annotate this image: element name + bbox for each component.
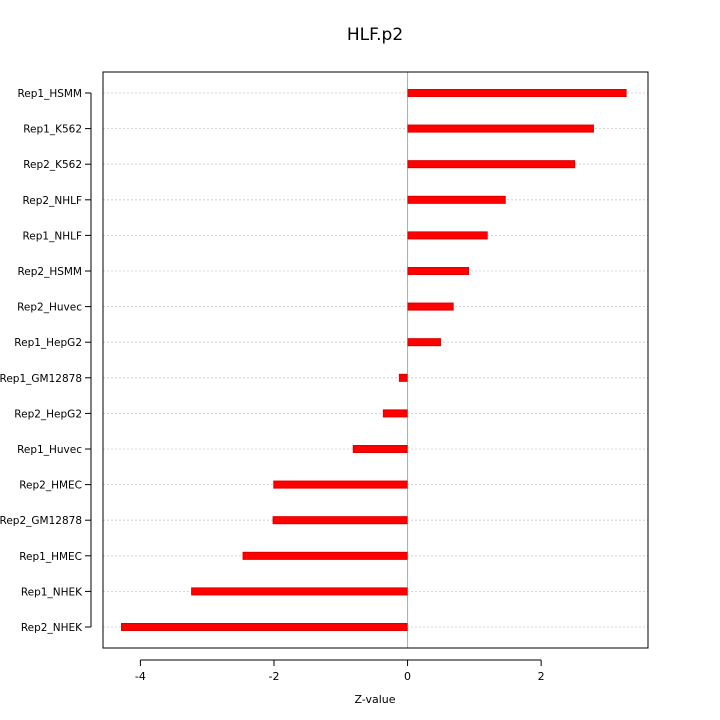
- y-tick-label: Rep1_NHLF: [22, 230, 82, 242]
- bar-Rep2_Huvec: [407, 302, 454, 311]
- bar-Rep1_Huvec: [352, 445, 408, 453]
- bar-Rep2_GM12878: [272, 516, 408, 525]
- grid-lines: [103, 92, 648, 628]
- bar-Rep2_HepG2: [382, 409, 408, 418]
- y-tick-label: Rep1_GM12878: [0, 373, 82, 385]
- bar-outline: [407, 267, 469, 275]
- y-axis: Rep1_HSMM Rep1_K562 Rep2_K562 Rep2_NHLF Rep1…: [0, 88, 92, 634]
- bar-Rep2_HMEC: [273, 480, 408, 489]
- y-tick-label: Rep1_HSMM: [17, 88, 82, 100]
- bar-Rep1_HMEC: [242, 551, 408, 560]
- bar-outline: [407, 338, 441, 347]
- bar-Rep2_HSMM: [407, 267, 470, 275]
- bar-outline: [407, 231, 488, 240]
- y-tick-label: Rep2_NHEK: [21, 622, 83, 634]
- plot-frame: [102, 71, 649, 649]
- bar-outline: [242, 551, 408, 560]
- chart-title: HLF.p2: [347, 25, 403, 45]
- bar-outline: [407, 124, 594, 133]
- bar-outline: [121, 623, 408, 631]
- x-axis-label: Z-value: [354, 693, 395, 706]
- y-tick-label: Rep2_HepG2: [14, 408, 82, 420]
- bar-outline: [273, 480, 408, 489]
- x-tick-label: 2: [538, 670, 545, 683]
- bars: [121, 89, 627, 631]
- bar-Rep1_HSMM: [407, 89, 627, 97]
- x-tick-label: -4: [135, 670, 146, 683]
- bar-outline: [272, 516, 408, 525]
- bar-Rep1_K562: [407, 124, 594, 133]
- bar-outline: [407, 89, 627, 97]
- y-tick-label: Rep1_Huvec: [17, 444, 82, 456]
- bar-Rep2_NHEK: [121, 623, 408, 631]
- bar-outline: [383, 409, 408, 418]
- x-axis: -4 -2 0 2: [135, 659, 545, 683]
- y-tick-label: Rep1_K562: [23, 124, 82, 136]
- x-tick-label: 0: [404, 670, 411, 683]
- bar-outline: [399, 373, 408, 382]
- bar-outline: [407, 302, 454, 311]
- bar-Rep1_NHEK: [191, 587, 408, 596]
- y-tick-label: Rep1_NHEK: [21, 586, 83, 598]
- bar-Rep1_GM12878: [398, 373, 408, 382]
- y-tick-label: Rep2_K562: [23, 159, 82, 171]
- bar-outline: [352, 445, 408, 453]
- y-tick-label: Rep2_Huvec: [17, 302, 82, 314]
- x-tick-label: -2: [268, 670, 279, 683]
- bar-outline: [407, 160, 575, 168]
- bar-Rep1_HepG2: [407, 338, 441, 347]
- y-tick-label: Rep1_HMEC: [19, 551, 82, 563]
- bar-Rep1_NHLF: [407, 231, 488, 240]
- y-tick-label: Rep2_NHLF: [22, 195, 82, 207]
- bar-Rep2_NHLF: [407, 195, 506, 204]
- y-tick-label: Rep2_HMEC: [19, 480, 82, 492]
- bar-outline: [191, 587, 408, 596]
- bar-Rep2_K562: [407, 160, 576, 169]
- bar-outline: [407, 196, 506, 204]
- y-tick-label: Rep1_HepG2: [14, 337, 82, 349]
- y-tick-label: Rep2_GM12878: [0, 515, 82, 527]
- y-tick-label: Rep2_HSMM: [17, 266, 82, 278]
